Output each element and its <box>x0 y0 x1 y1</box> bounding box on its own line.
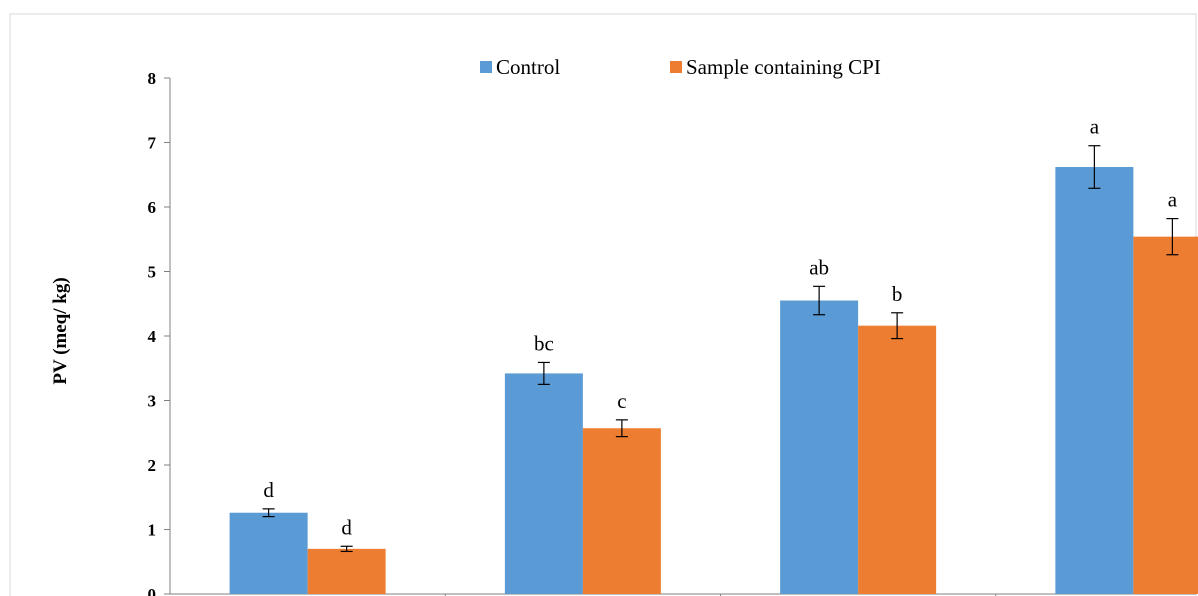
significance-label: c <box>617 389 626 413</box>
significance-label: d <box>263 478 274 502</box>
significance-label: a <box>1168 188 1178 212</box>
bar <box>858 325 937 594</box>
y-tick-label: 2 <box>148 456 157 475</box>
y-tick-label: 6 <box>148 198 157 217</box>
y-tick-label: 4 <box>148 327 157 346</box>
y-tick-label: 5 <box>148 263 157 282</box>
bars: d bc ab a d c b a <box>229 115 1198 595</box>
y-tick-label: 3 <box>148 392 157 411</box>
bar <box>307 548 386 594</box>
significance-label: d <box>341 515 352 539</box>
bar <box>780 300 859 594</box>
significance-label: bc <box>534 331 554 355</box>
y-tick-label: 0 <box>148 585 157 596</box>
bar <box>1133 236 1198 595</box>
legend: Control Sample containing CPI <box>480 55 881 79</box>
bar <box>504 373 583 594</box>
significance-label: a <box>1090 115 1100 139</box>
y-tick-label: 7 <box>148 134 157 153</box>
significance-label: b <box>892 282 903 306</box>
y-tick-label: 1 <box>148 521 157 540</box>
y-tick-label: 8 <box>148 69 157 88</box>
legend-swatch <box>480 61 492 73</box>
bar <box>1055 167 1134 594</box>
legend-swatch <box>670 61 682 73</box>
bar <box>229 512 308 594</box>
y-axis-title: PV (meq/ kg) <box>50 277 71 384</box>
legend-label: Sample containing CPI <box>686 55 881 79</box>
bar <box>582 428 661 594</box>
significance-label: ab <box>809 255 829 279</box>
legend-label: Control <box>496 55 560 79</box>
